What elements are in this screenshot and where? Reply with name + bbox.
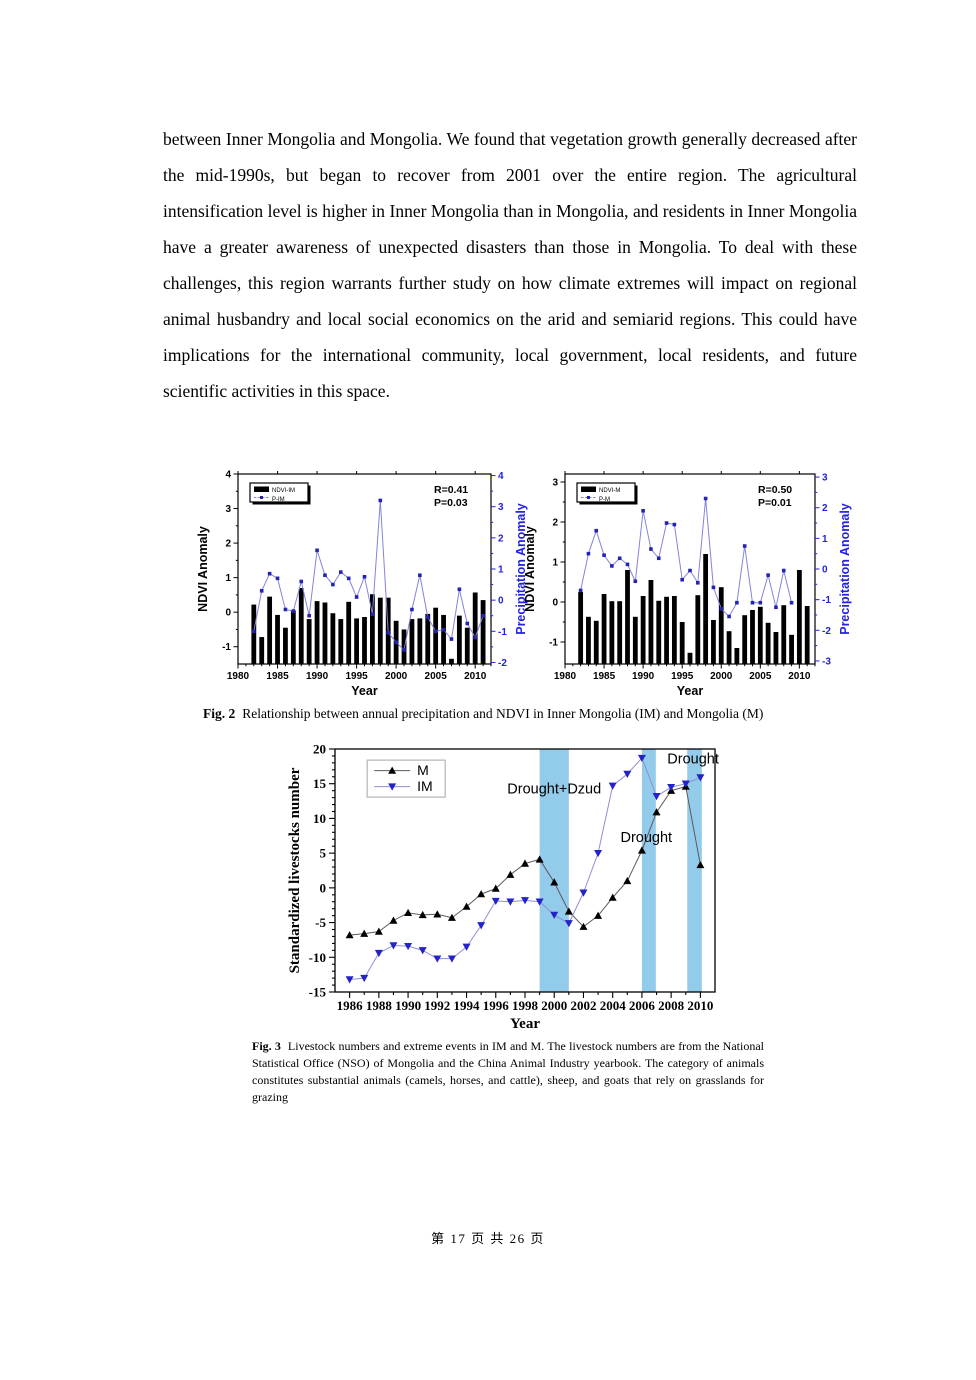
svg-text:1990: 1990 <box>632 671 655 682</box>
svg-text:Precipitation Anomaly: Precipitation Anomaly <box>514 503 528 635</box>
svg-text:3: 3 <box>822 473 828 484</box>
svg-text:0: 0 <box>320 880 327 895</box>
svg-text:1985: 1985 <box>266 671 289 682</box>
svg-text:2010: 2010 <box>464 671 487 682</box>
svg-text:Drought: Drought <box>621 830 673 846</box>
svg-text:M: M <box>417 762 429 778</box>
svg-text:2002: 2002 <box>570 998 596 1013</box>
svg-text:1994: 1994 <box>454 998 481 1013</box>
svg-text:1988: 1988 <box>366 998 393 1013</box>
svg-text:NDVI Anomaly: NDVI Anomaly <box>523 526 537 612</box>
svg-text:1985: 1985 <box>593 671 616 682</box>
svg-text:1996: 1996 <box>483 998 510 1013</box>
svg-text:Year: Year <box>510 1016 540 1032</box>
svg-text:Precipitation Anomaly: Precipitation Anomaly <box>838 503 852 635</box>
svg-text:1995: 1995 <box>345 671 368 682</box>
svg-text:1: 1 <box>225 573 231 584</box>
svg-text:Year: Year <box>351 684 378 698</box>
svg-text:2004: 2004 <box>600 998 627 1013</box>
svg-text:2005: 2005 <box>425 671 448 682</box>
svg-text:2000: 2000 <box>710 671 733 682</box>
svg-text:-3: -3 <box>822 656 831 667</box>
svg-text:-2: -2 <box>498 658 507 669</box>
svg-text:P=0.03: P=0.03 <box>434 497 468 509</box>
svg-text:1986: 1986 <box>337 998 364 1013</box>
svg-text:5: 5 <box>320 846 327 861</box>
svg-text:2010: 2010 <box>687 998 713 1013</box>
svg-text:Year: Year <box>677 684 704 698</box>
svg-text:P-IM: P-IM <box>272 497 285 503</box>
svg-text:Drought+Dzud: Drought+Dzud <box>507 781 601 797</box>
svg-text:-1: -1 <box>498 627 507 638</box>
page-number-footer: 第 17 页 共 26 页 <box>431 1231 545 1246</box>
svg-text:15: 15 <box>313 776 327 791</box>
svg-text:1995: 1995 <box>671 671 694 682</box>
svg-text:3: 3 <box>225 504 231 515</box>
svg-text:0: 0 <box>498 596 504 607</box>
svg-text:3: 3 <box>552 478 558 489</box>
svg-text:Drought: Drought <box>667 752 719 768</box>
svg-text:-2: -2 <box>822 626 831 637</box>
svg-text:2: 2 <box>498 533 504 544</box>
svg-text:IM: IM <box>417 778 433 794</box>
svg-text:10: 10 <box>313 811 326 826</box>
svg-text:1980: 1980 <box>227 671 250 682</box>
svg-text:NDVI-M: NDVI-M <box>599 488 620 494</box>
svg-text:-10: -10 <box>309 950 326 965</box>
svg-text:1992: 1992 <box>424 998 450 1013</box>
svg-text:2006: 2006 <box>629 998 656 1013</box>
svg-text:NDVI-IM: NDVI-IM <box>272 488 295 494</box>
svg-text:NDVI Anomaly: NDVI Anomaly <box>196 526 210 612</box>
svg-text:1: 1 <box>822 534 828 545</box>
svg-text:2: 2 <box>552 518 558 529</box>
svg-text:P=0.01: P=0.01 <box>758 497 792 509</box>
svg-text:2: 2 <box>225 539 231 550</box>
svg-text:1990: 1990 <box>306 671 329 682</box>
svg-text:4: 4 <box>498 471 504 482</box>
svg-text:0: 0 <box>822 565 828 576</box>
fig2-chart-inner-mongolia: 1980 1985 1990 1995 2000 2005 2010 -1 0 1 2 3 4 -2 -1 0… <box>196 470 528 699</box>
fig3-caption: Fig. 3 Livestock numbers and extreme even… <box>252 1038 764 1106</box>
svg-text:2000: 2000 <box>385 671 408 682</box>
svg-text:-1: -1 <box>222 642 231 653</box>
fig2-caption: Fig. 2 Relationship between annual precip… <box>203 706 855 722</box>
svg-text:2010: 2010 <box>788 671 811 682</box>
svg-text:0: 0 <box>552 598 558 609</box>
svg-text:Standardized livestocks number: Standardized livestocks number <box>287 767 303 973</box>
svg-text:-15: -15 <box>309 985 327 1000</box>
svg-text:-1: -1 <box>549 638 558 649</box>
svg-text:1: 1 <box>498 565 504 576</box>
fig2-caption-text: Relationship between annual precipitatio… <box>242 706 764 721</box>
svg-text:4: 4 <box>225 470 231 481</box>
svg-text:1998: 1998 <box>512 998 539 1013</box>
svg-text:-1: -1 <box>822 595 831 606</box>
fig3-chart-livestock: -15 -10 -5 0 5 10 15 20 1986 1988 1990 1992 1994 1996… <box>287 742 719 1033</box>
svg-text:2000: 2000 <box>541 998 567 1013</box>
svg-text:3: 3 <box>498 502 504 513</box>
svg-text:20: 20 <box>313 742 326 757</box>
svg-text:1: 1 <box>552 558 558 569</box>
fig3-caption-label: Fig. 3 <box>252 1039 281 1053</box>
svg-text:2005: 2005 <box>749 671 772 682</box>
svg-text:P-M: P-M <box>599 497 610 503</box>
svg-text:1990: 1990 <box>395 998 421 1013</box>
svg-text:2008: 2008 <box>658 998 685 1013</box>
fig2-chart-mongolia: 1980 1985 1990 1995 2000 2005 2010 -1 0 1 2 3 -3 -2 -1… <box>523 471 852 698</box>
svg-text:0: 0 <box>225 608 231 619</box>
svg-text:R=0.50: R=0.50 <box>758 484 792 496</box>
svg-text:2: 2 <box>822 503 828 514</box>
svg-text:-5: -5 <box>315 915 326 930</box>
fig3-caption-text: Livestock numbers and extreme events in … <box>252 1039 764 1104</box>
fig2-caption-label: Fig. 2 <box>203 706 236 721</box>
svg-text:R=0.41: R=0.41 <box>434 484 468 496</box>
body-paragraph: between Inner Mongolia and Mongolia. We … <box>163 129 857 401</box>
svg-text:1980: 1980 <box>554 671 577 682</box>
